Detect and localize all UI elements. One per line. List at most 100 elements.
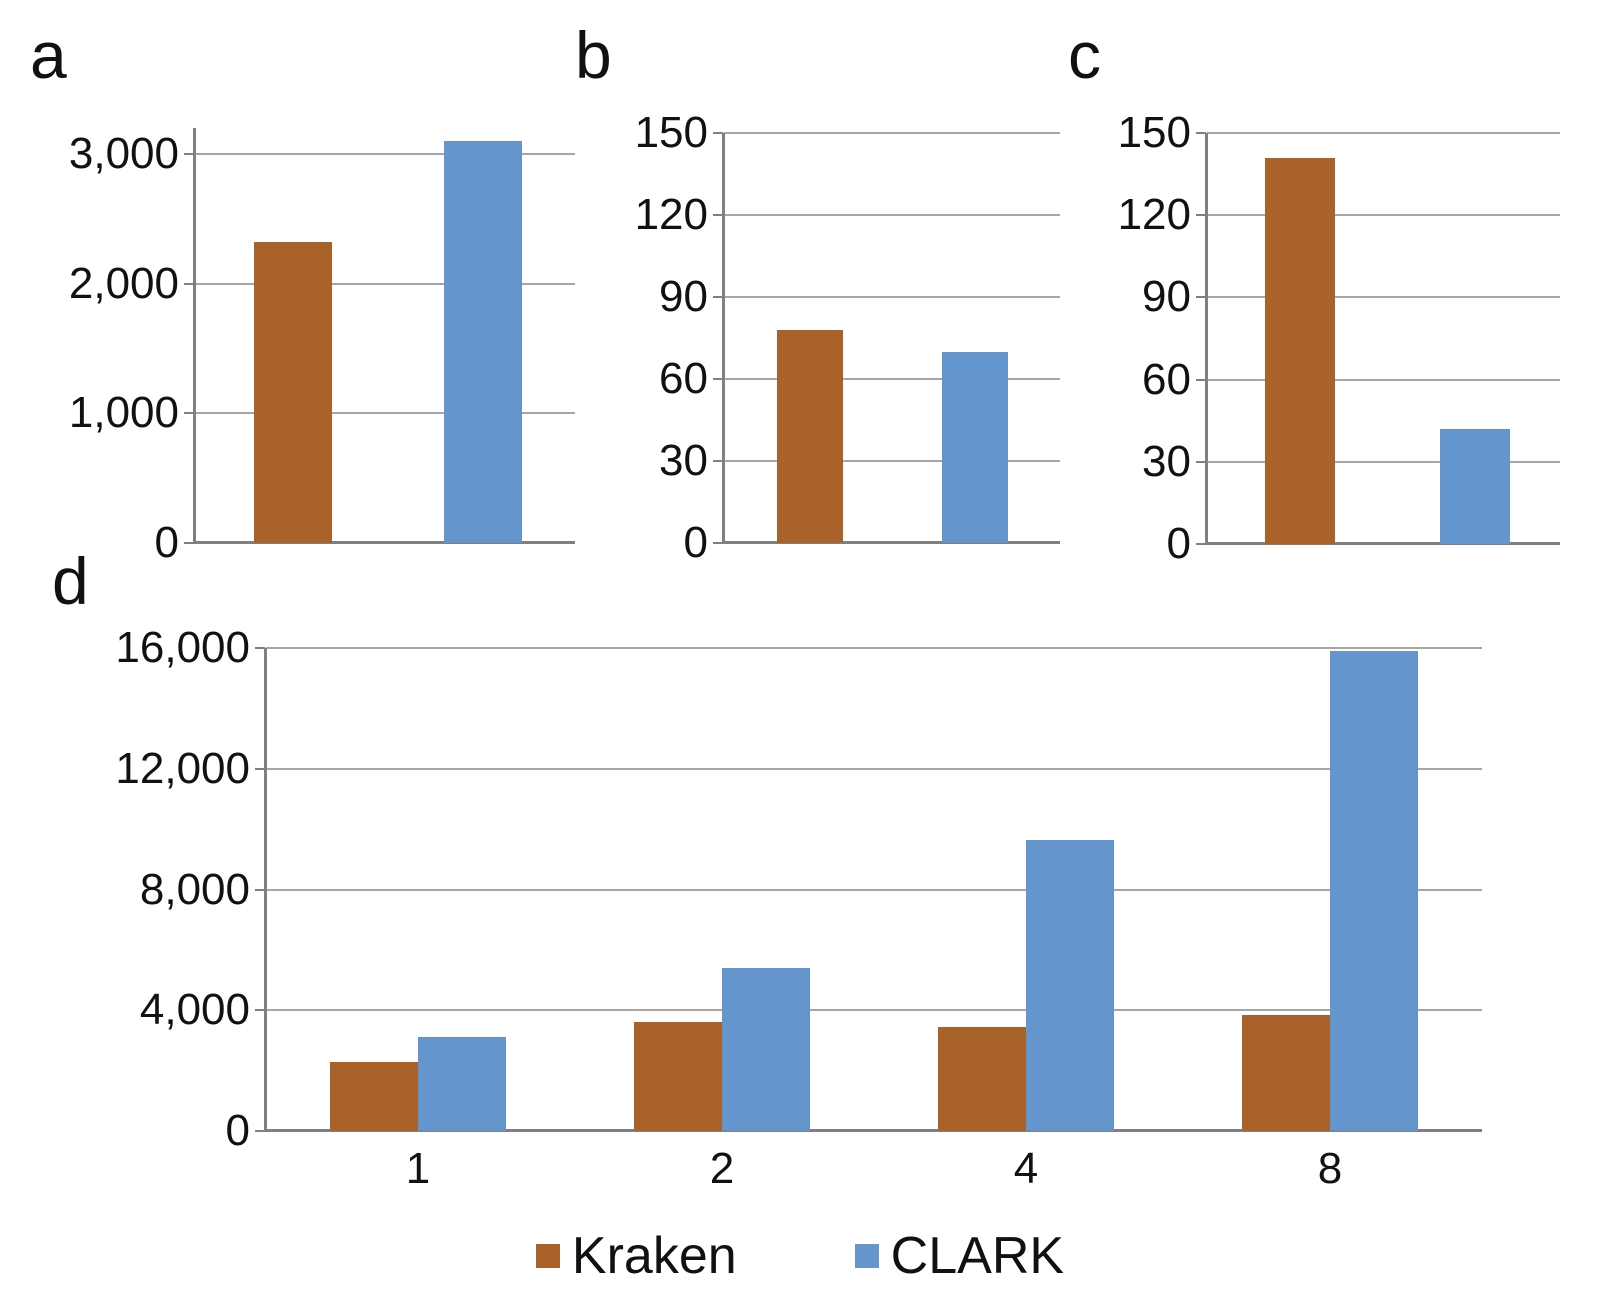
y-axis-tickmark xyxy=(255,1009,265,1012)
bar-clark-d-2 xyxy=(722,967,810,1131)
kraken-swatch xyxy=(535,1244,560,1268)
y-tick-label: 150 xyxy=(1117,108,1191,157)
gridline xyxy=(1207,378,1560,381)
gridline xyxy=(724,296,1060,298)
x-tick-label: 1 xyxy=(405,1144,431,1193)
y-tick-label: 0 xyxy=(683,518,708,567)
gridline xyxy=(724,460,1060,462)
x-tick-label: 4 xyxy=(1013,1144,1039,1193)
panel-letter-b: b xyxy=(575,18,612,92)
bar-kraken-d-3 xyxy=(938,1026,1026,1131)
y-tick-label: 4,000 xyxy=(139,985,250,1035)
y-axis-tickmark xyxy=(255,888,265,891)
y-tick-label: 0 xyxy=(1166,519,1191,568)
bar-kraken-d-4 xyxy=(1242,1014,1330,1131)
y-axis-tickmark xyxy=(713,542,723,544)
y-axis-line xyxy=(264,648,267,1131)
x-axis-line xyxy=(722,541,1060,544)
gridline xyxy=(724,378,1060,380)
y-axis-tickmark xyxy=(1196,543,1206,545)
bar-clark-d-4 xyxy=(1330,651,1418,1131)
y-tick-label: 60 xyxy=(1142,354,1191,404)
x-tick-label: 8 xyxy=(1317,1144,1343,1193)
gridline xyxy=(266,888,1482,891)
y-tick-label: 30 xyxy=(659,436,708,485)
gridline xyxy=(195,282,575,285)
bar-clark-d-1 xyxy=(418,1037,506,1131)
y-tick-label: 120 xyxy=(1117,190,1191,240)
y-axis-tickmark xyxy=(1196,296,1206,299)
gridline xyxy=(1207,460,1560,463)
panel-letter-c: c xyxy=(1068,18,1101,92)
x-axis-line xyxy=(1205,542,1560,545)
gridline xyxy=(266,1009,1482,1012)
y-tick-label: 0 xyxy=(225,1106,250,1155)
x-axis-line xyxy=(193,541,575,544)
y-axis-tickmark xyxy=(1196,132,1206,134)
y-tick-label: 16,000 xyxy=(115,623,250,672)
y-tick-label: 3,000 xyxy=(68,128,179,178)
gridline xyxy=(266,767,1482,770)
y-axis-tickmark xyxy=(713,460,723,462)
x-tick-label: 2 xyxy=(709,1144,735,1193)
y-axis-tickmark xyxy=(1196,378,1206,381)
bar-kraken-d-1 xyxy=(330,1061,418,1131)
y-tick-label: 0 xyxy=(154,518,179,567)
gridline xyxy=(1207,296,1560,299)
bar-kraken-b-1 xyxy=(777,329,844,543)
bar-kraken-c-1 xyxy=(1264,157,1335,544)
gridline xyxy=(1207,132,1560,134)
y-axis-tickmark xyxy=(255,647,265,649)
legend-item-clark: CLARK xyxy=(854,1227,1065,1285)
panel-letter-d: d xyxy=(52,544,89,618)
y-tick-label: 12,000 xyxy=(115,743,250,793)
y-axis-tickmark xyxy=(713,132,723,134)
gridline xyxy=(195,152,575,155)
y-axis-tickmark xyxy=(184,282,194,285)
panel-letter-a: a xyxy=(30,18,67,92)
y-axis-line xyxy=(1205,133,1208,544)
y-axis-tickmark xyxy=(255,767,265,770)
gridline xyxy=(724,214,1060,216)
y-tick-label: 90 xyxy=(1142,272,1191,322)
y-tick-label: 2,000 xyxy=(68,258,179,308)
gridline xyxy=(195,412,575,415)
y-axis-tickmark xyxy=(713,296,723,298)
x-axis-line xyxy=(264,1129,1482,1132)
bar-clark-c-1 xyxy=(1439,428,1510,544)
y-tick-label: 90 xyxy=(659,272,708,321)
y-tick-label: 8,000 xyxy=(139,864,250,914)
y-axis-tickmark xyxy=(184,412,194,415)
bar-clark-b-1 xyxy=(941,351,1008,543)
clark-swatch xyxy=(854,1244,879,1268)
bar-clark-d-3 xyxy=(1026,839,1114,1131)
bar-kraken-d-2 xyxy=(634,1022,722,1131)
legend-label-clark: CLARK xyxy=(890,1227,1065,1285)
y-axis-line xyxy=(722,133,725,543)
y-tick-label: 120 xyxy=(634,190,708,239)
y-tick-label: 60 xyxy=(659,354,708,403)
bar-clark-a-1 xyxy=(443,140,522,543)
y-tick-label: 150 xyxy=(634,108,708,157)
y-axis-tickmark xyxy=(184,542,194,544)
y-axis-line xyxy=(193,128,196,543)
legend-item-kraken: Kraken xyxy=(535,1227,737,1285)
y-axis-tickmark xyxy=(713,214,723,216)
gridline xyxy=(1207,214,1560,217)
y-axis-tickmark xyxy=(1196,214,1206,217)
gridline xyxy=(266,647,1482,649)
y-tick-label: 30 xyxy=(1142,436,1191,486)
y-axis-tickmark xyxy=(713,378,723,380)
legend: Kraken CLARK xyxy=(0,1228,1600,1284)
y-tick-label: 1,000 xyxy=(68,388,179,438)
y-axis-tickmark xyxy=(1196,460,1206,463)
legend-label-kraken: Kraken xyxy=(571,1227,737,1285)
gridline xyxy=(724,132,1060,134)
bar-kraken-a-1 xyxy=(254,242,333,543)
y-axis-tickmark xyxy=(255,1130,265,1132)
